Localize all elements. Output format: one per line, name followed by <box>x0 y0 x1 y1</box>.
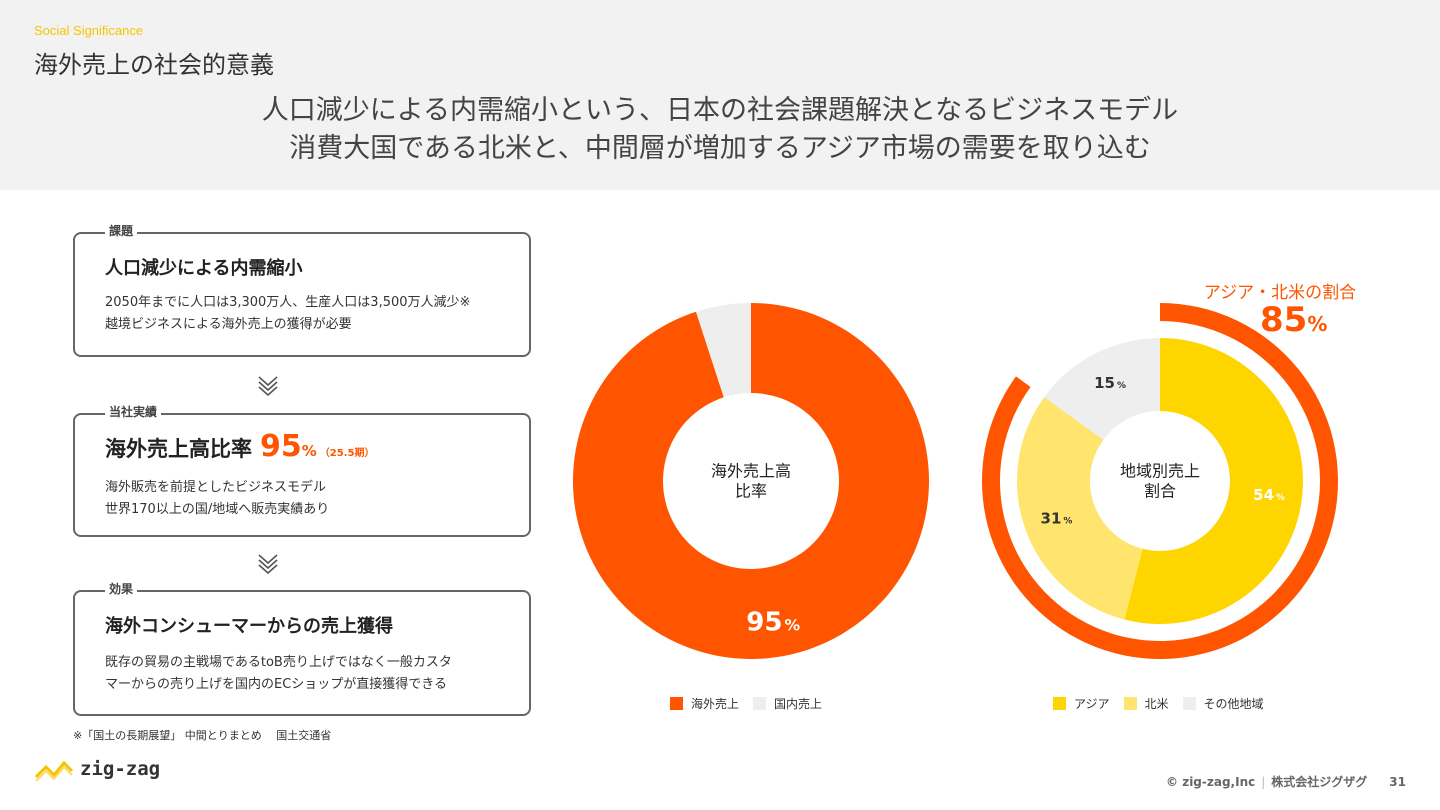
period-note: （25.5期） <box>319 448 375 459</box>
card-body: 2050年までに人口は3,300万人、生産人口は3,500万人減少※ 越境ビジネ… <box>105 292 470 336</box>
footer: © zig-zag,Inc | 株式会社ジグザグ 31 <box>1166 773 1406 790</box>
donut-slice-アジア <box>1124 338 1303 624</box>
card-body-line: 世界170以上の国/地域へ販売実績あり <box>105 502 330 517</box>
donut-slice-北米 <box>1016 396 1143 620</box>
highlight-value: 85% <box>1260 300 1327 340</box>
card-body-line: 越境ビジネスによる海外売上の獲得が必要 <box>105 317 352 332</box>
legend-item: 国内売上 <box>753 695 822 712</box>
center-label: 割合 <box>1144 482 1176 501</box>
data-label: 31% <box>1041 510 1073 528</box>
footnote: ※「国土の長期展望」 中間とりまとめ 国土交通省 <box>73 729 332 742</box>
card-body-line: 既存の貿易の主戦場であるtoB売り上げではなく一般カスタ <box>105 655 452 670</box>
card-tag: 当社実績 <box>105 403 162 420</box>
donut-slice-国内売上 <box>695 303 751 398</box>
donut-slice-その他地域 <box>1044 338 1160 440</box>
center-label: 海外売上高 <box>711 462 791 481</box>
card-body: 海外販売を前提としたビジネスモデル 世界170以上の国/地域へ販売実績あり <box>105 477 329 521</box>
data-label: 54% <box>1253 486 1285 504</box>
card-title: 人口減少による内需縮小 <box>105 258 303 279</box>
logo-text: zig-zag <box>80 758 161 780</box>
legend-item: その他地域 <box>1182 695 1264 712</box>
highlight-number: 85 <box>1260 300 1308 340</box>
copyright: © zig-zag,Inc <box>1166 775 1256 789</box>
card-title: 海外売上高比率 <box>105 437 252 461</box>
company-logo: zig-zag <box>34 755 160 783</box>
effect-card: 効果 海外コンシューマーからの売上獲得 既存の貿易の主戦場であるtoB売り上げで… <box>73 580 531 716</box>
legend-label: アジア <box>1074 697 1110 711</box>
header-band <box>0 0 1440 190</box>
overseas-ratio-donut: 95 % 海外売上高比率 <box>572 303 930 659</box>
page-number: 31 <box>1389 775 1406 789</box>
card-body-line: 海外販売を前提としたビジネスモデル <box>105 480 327 495</box>
legend-item: アジア <box>1053 695 1110 712</box>
card-body-line: マーからの売り上げを国内のECショップが直接獲得できる <box>105 677 448 692</box>
data-label: 95% <box>746 607 800 637</box>
legend-overseas: 海外売上 国内売上 <box>670 695 836 712</box>
legend-item: 北米 <box>1123 695 1169 712</box>
card-tag: 効果 <box>105 580 138 597</box>
overseas-ratio-value: 95 <box>260 429 302 464</box>
legend-label: その他地域 <box>1203 697 1264 711</box>
highlight-label: アジア・北米の割合 <box>1203 283 1357 303</box>
card-title-row: 海外売上高比率 95 % （25.5期） <box>105 429 374 464</box>
legend-label: 国内売上 <box>774 697 823 711</box>
center-label: 比率 <box>735 482 767 501</box>
legend-label: 海外売上 <box>691 697 740 711</box>
card-body: 既存の貿易の主戦場であるtoB売り上げではなく一般カスタ マーからの売り上げを国… <box>105 652 452 696</box>
card-title: 海外コンシューマーからの売上獲得 <box>105 616 393 637</box>
center-label: 地域別売上 <box>1120 462 1200 481</box>
donut-slice-海外売上 <box>572 303 930 659</box>
card-body-line: 2050年までに人口は3,300万人、生産人口は3,500万人減少※ <box>105 295 471 310</box>
company-name: 株式会社ジグザグ <box>1271 775 1368 789</box>
legend-swatch <box>753 697 767 710</box>
page-title: 海外売上の社会的意義 <box>34 51 274 79</box>
headline: 人口減少による内需縮小という、日本の社会課題解決となるビジネスモデル 消費大国で… <box>0 92 1440 168</box>
section-kicker: Social Significance <box>34 23 144 38</box>
legend-regional: アジア 北米 その他地域 <box>1053 695 1278 712</box>
legend-item: 海外売上 <box>670 695 739 712</box>
legend-swatch <box>1053 697 1066 710</box>
overseas-ratio-unit: % <box>301 442 317 460</box>
headline-line-2: 消費大国である北米と、中間層が増加するアジア市場の需要を取り込む <box>289 133 1151 164</box>
chevron-down-icon <box>258 376 278 396</box>
issue-card: 課題 人口減少による内需縮小 2050年までに人口は3,300万人、生産人口は3… <box>73 222 531 357</box>
highlight-unit: % <box>1307 312 1328 336</box>
headline-line-1: 人口減少による内需縮小という、日本の社会課題解決となるビジネスモデル <box>261 95 1179 126</box>
legend-swatch <box>670 697 683 710</box>
data-label: 15% <box>1094 374 1126 392</box>
footer-separator: | <box>1261 775 1266 789</box>
legend-swatch <box>1123 697 1137 710</box>
legend-swatch <box>1182 697 1196 710</box>
legend-label: 北米 <box>1144 697 1169 711</box>
achievement-card: 当社実績 海外売上高比率 95 % （25.5期） 海外販売を前提としたビジネス… <box>73 403 531 537</box>
chevron-down-icon <box>258 554 278 574</box>
zigzag-logo-icon <box>34 760 74 782</box>
card-tag: 課題 <box>105 222 138 239</box>
